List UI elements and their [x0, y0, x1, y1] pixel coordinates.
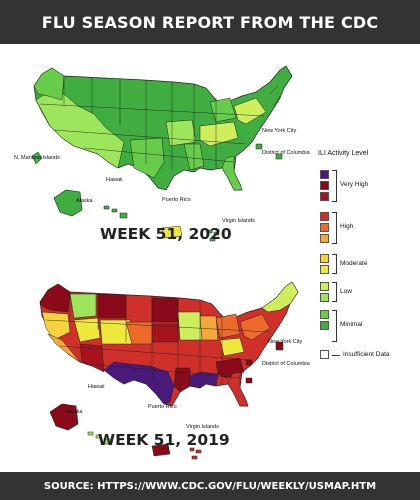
label-vi-2019: Virgin Islands: [186, 424, 219, 430]
legend-swatch: [320, 170, 329, 179]
dc-box-2020: [275, 153, 283, 160]
legend-swatch: [320, 234, 329, 243]
label-hawaii-2019: Hawaii: [88, 384, 105, 390]
label-nyc-2020: New York City: [262, 128, 297, 134]
legend-minimal: Minimal: [340, 321, 363, 328]
alaska-2020: [53, 189, 83, 217]
puerto-rico-2020: [161, 225, 183, 239]
n-mariana-islands-2020: [31, 151, 43, 165]
label-nyc-2019: New York City: [268, 339, 303, 345]
legend-insufficient: Insufficient Data: [343, 351, 390, 358]
legend-swatch: [320, 265, 329, 274]
legend-swatch: [320, 293, 329, 302]
label-pr-2020: Puerto Rico: [162, 197, 191, 203]
legend-moderate: Moderate: [340, 260, 368, 267]
virgin-islands-2020: [207, 229, 220, 242]
source-url: SOURCE: HTTPS://WWW.CDC.GOV/FLU/WEEKLY/U…: [0, 472, 420, 500]
legend-swatch: [320, 282, 329, 291]
brace-minimal: [332, 310, 337, 342]
hawaii-2019: [87, 431, 112, 445]
hawaii-2020: [103, 205, 128, 219]
legend-swatch: [320, 254, 329, 263]
legend-very-high: Very High: [340, 181, 369, 188]
week-label-2020: WEEK 51, 2020: [100, 225, 232, 243]
legend-title: ILI Activity Level: [318, 150, 369, 157]
dc-box-2019: [245, 377, 253, 384]
label-dc-2019: District of Columbia: [262, 361, 310, 367]
label-dc-2020: District of Columbia: [262, 150, 310, 156]
alaska-2019: [49, 403, 79, 431]
week-label-2019: WEEK 51, 2019: [98, 431, 230, 449]
legend-swatch: [320, 310, 329, 319]
virgin-islands-2019: [189, 447, 202, 460]
legend-low: Low: [340, 288, 352, 295]
flu-maps: [31, 65, 299, 460]
legend-swatch: [320, 223, 329, 232]
brace-high: [332, 212, 337, 244]
map-2019: [39, 281, 299, 460]
legend-high: High: [340, 223, 354, 230]
report-title: FLU SEASON REPORT FROM THE CDC: [0, 0, 420, 44]
map-2020: [31, 65, 293, 242]
ili-legend: ILI Activity Level Very High High Modera…: [318, 150, 418, 359]
legend-swatch: [320, 192, 329, 201]
legend-swatch: [320, 321, 329, 330]
label-pr-2019: Puerto Rico: [148, 404, 177, 410]
label-alaska-2020: Alaska: [76, 198, 93, 204]
legend-swatch: [320, 212, 329, 221]
puerto-rico-2019: [151, 443, 171, 457]
brace-very-high: [332, 170, 337, 202]
legend-swatch: [320, 350, 329, 359]
nyc-box-2020: [255, 143, 263, 150]
label-alaska-2019: Alaska: [66, 409, 83, 415]
label-hawaii-2020: Hawaii: [106, 177, 123, 183]
brace-moderate: [332, 254, 337, 274]
nyc-box-2019: [245, 359, 253, 366]
ri-box-2019: [275, 341, 284, 351]
label-nmi-2020: N. Mariana Islands: [14, 155, 60, 161]
insufficient-dash: [332, 355, 340, 356]
label-vi-2020: Virgin Islands: [222, 218, 255, 224]
brace-low: [332, 282, 337, 302]
legend-swatch: [320, 181, 329, 190]
